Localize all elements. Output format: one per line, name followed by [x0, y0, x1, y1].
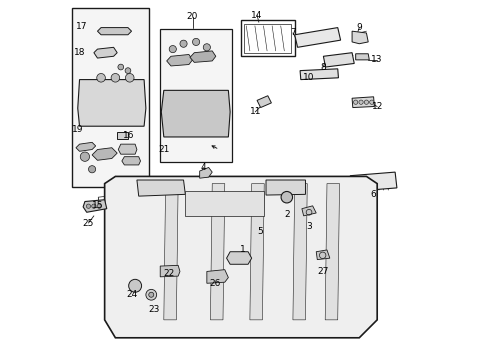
Text: 9: 9 — [356, 23, 362, 32]
Polygon shape — [92, 148, 117, 160]
Polygon shape — [118, 144, 137, 154]
Circle shape — [169, 45, 176, 53]
Text: 1: 1 — [239, 246, 245, 255]
Circle shape — [97, 204, 101, 208]
Text: 22: 22 — [163, 269, 174, 278]
Text: 3: 3 — [305, 222, 311, 231]
Circle shape — [353, 100, 357, 104]
Text: 26: 26 — [209, 279, 220, 288]
Polygon shape — [185, 191, 264, 216]
Polygon shape — [249, 184, 264, 320]
Text: 27: 27 — [317, 267, 328, 276]
Polygon shape — [316, 250, 329, 260]
Circle shape — [364, 100, 368, 104]
Circle shape — [203, 44, 210, 51]
Circle shape — [369, 100, 373, 104]
Text: 21: 21 — [158, 145, 169, 154]
Text: 18: 18 — [74, 48, 85, 57]
Circle shape — [358, 100, 363, 104]
Polygon shape — [355, 54, 368, 60]
Text: 14: 14 — [251, 10, 262, 19]
Polygon shape — [210, 184, 224, 320]
Text: 4: 4 — [200, 163, 205, 172]
Bar — [160, 30, 231, 162]
Text: 15: 15 — [92, 201, 104, 210]
Text: 13: 13 — [371, 55, 382, 64]
Circle shape — [92, 204, 96, 208]
Text: 24: 24 — [125, 290, 137, 299]
Polygon shape — [300, 69, 338, 80]
Text: 10: 10 — [303, 73, 314, 82]
Polygon shape — [163, 184, 178, 320]
Polygon shape — [199, 167, 212, 178]
Polygon shape — [160, 265, 180, 277]
Polygon shape — [83, 200, 106, 212]
Bar — [117, 132, 128, 139]
Text: 23: 23 — [148, 305, 160, 314]
Text: 16: 16 — [123, 131, 135, 140]
Text: 5: 5 — [257, 228, 263, 237]
Polygon shape — [301, 206, 316, 216]
Polygon shape — [233, 207, 296, 221]
Polygon shape — [97, 28, 131, 35]
Polygon shape — [294, 28, 340, 47]
Circle shape — [125, 68, 131, 73]
Text: 8: 8 — [320, 63, 325, 72]
Polygon shape — [78, 80, 145, 126]
Circle shape — [148, 292, 153, 297]
Circle shape — [80, 152, 89, 161]
Circle shape — [88, 166, 96, 173]
Text: 2: 2 — [284, 210, 290, 219]
Text: 17: 17 — [76, 22, 87, 31]
Polygon shape — [226, 252, 251, 264]
Circle shape — [192, 39, 199, 45]
Circle shape — [180, 40, 187, 47]
Polygon shape — [94, 47, 117, 58]
Text: 12: 12 — [371, 102, 382, 111]
Circle shape — [118, 64, 123, 70]
Text: 19: 19 — [72, 125, 83, 134]
Polygon shape — [257, 96, 271, 108]
Polygon shape — [206, 270, 228, 283]
Text: 25: 25 — [82, 219, 94, 228]
Text: 7: 7 — [289, 28, 295, 37]
Polygon shape — [351, 31, 367, 44]
Circle shape — [86, 204, 90, 208]
Polygon shape — [122, 157, 140, 165]
Text: 6: 6 — [370, 190, 376, 199]
Circle shape — [125, 73, 134, 82]
Polygon shape — [323, 53, 353, 67]
Polygon shape — [190, 51, 215, 62]
Polygon shape — [166, 54, 192, 66]
Polygon shape — [265, 180, 305, 195]
Circle shape — [128, 279, 142, 292]
Circle shape — [145, 289, 156, 300]
Polygon shape — [161, 90, 230, 137]
Polygon shape — [292, 184, 306, 320]
Polygon shape — [351, 97, 373, 108]
Bar — [72, 8, 149, 187]
Polygon shape — [349, 172, 396, 192]
Circle shape — [111, 73, 120, 82]
Text: 11: 11 — [249, 107, 261, 116]
Polygon shape — [76, 142, 96, 151]
Text: 20: 20 — [186, 12, 198, 21]
Circle shape — [281, 192, 292, 203]
Polygon shape — [137, 180, 185, 196]
Circle shape — [97, 73, 105, 82]
Polygon shape — [104, 176, 376, 338]
Polygon shape — [325, 184, 339, 320]
